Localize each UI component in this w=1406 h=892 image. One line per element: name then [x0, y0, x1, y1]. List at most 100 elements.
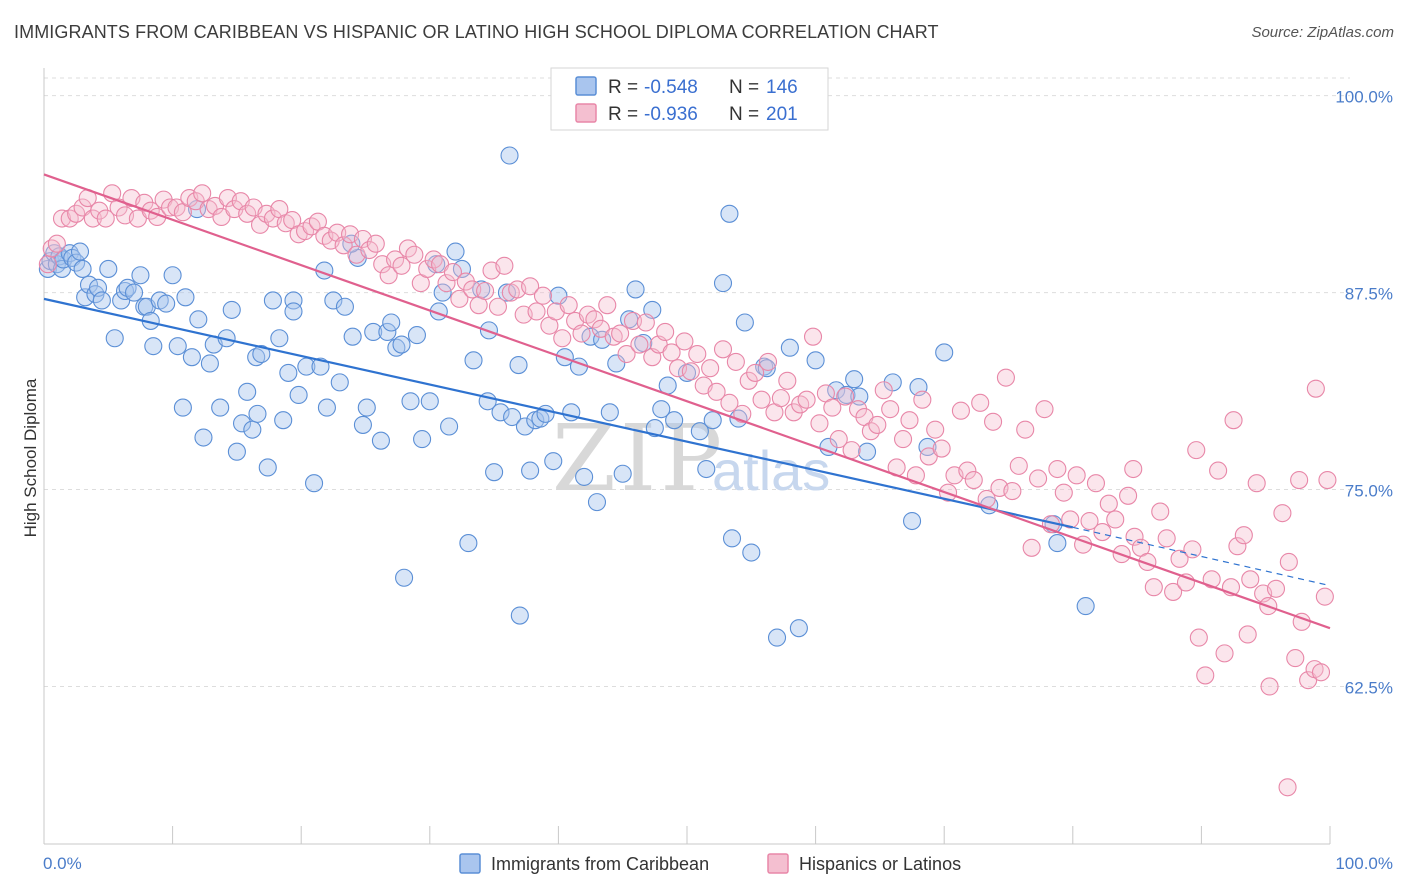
blue-point-60	[324, 291, 343, 310]
blue-point-129	[789, 619, 808, 638]
blue-point-146	[510, 606, 529, 625]
blue-point-120	[713, 274, 733, 293]
blue-point-52	[279, 363, 298, 382]
pink-point-97	[656, 322, 675, 342]
blue-point-117	[690, 422, 709, 441]
pink-point-119	[797, 390, 816, 409]
y-tick-label-2: 75.0%	[1345, 482, 1393, 501]
y-axis-label: High School Diploma	[21, 378, 40, 537]
blue-point-143	[1048, 534, 1067, 553]
blue-point-16	[92, 291, 111, 310]
pink-point-189	[1247, 474, 1266, 493]
trend-line-pink	[43, 173, 1331, 630]
pink-point-131	[874, 381, 893, 400]
legend-swatch-pink	[575, 103, 597, 123]
blue-point-68	[371, 431, 390, 450]
pink-point-2	[47, 234, 66, 253]
pink-point-105	[707, 382, 726, 401]
pink-point-124	[829, 430, 848, 449]
blue-point-147	[500, 146, 519, 165]
blue-point-39	[211, 398, 230, 417]
pink-point-10	[96, 209, 115, 228]
pink-point-177	[1170, 549, 1189, 568]
blue-point-134	[845, 370, 864, 389]
pink-point-184	[1215, 644, 1234, 663]
blue-point-48	[258, 458, 277, 477]
blue-point-11	[73, 259, 92, 278]
blue-point-36	[194, 428, 213, 447]
blue-point-69	[378, 322, 397, 342]
x-tick-label-left: 0.0%	[43, 854, 82, 873]
legend-r-label-pink: R =	[608, 104, 638, 125]
pink-point-200	[1318, 471, 1337, 490]
blue-point-67	[364, 322, 383, 342]
pink-point-155	[1029, 469, 1048, 488]
pink-point-86	[585, 310, 604, 329]
pink-point-199	[1311, 663, 1331, 682]
watermark: ZIP atlas	[552, 405, 830, 512]
blue-point-115	[665, 411, 684, 430]
blue-point-59	[317, 398, 336, 417]
pink-point-76	[521, 277, 540, 296]
blue-point-34	[182, 348, 201, 367]
blue-point-144	[1076, 597, 1095, 616]
pink-point-94	[636, 313, 655, 332]
trend-lines	[43, 173, 1331, 630]
pink-point-152	[1009, 456, 1028, 475]
blue-point-18	[105, 329, 124, 348]
blue-point-50	[270, 329, 289, 348]
pink-point-180	[1189, 628, 1208, 647]
blue-point-31	[168, 337, 187, 356]
blue-point-104	[587, 493, 607, 512]
blue-point-76	[413, 430, 432, 449]
pink-point-104	[701, 359, 720, 378]
pink-point-120	[803, 327, 823, 346]
legend-n-value-pink: 201	[766, 104, 798, 125]
blue-point-10	[70, 242, 90, 261]
y-tick-label-3: 62.5%	[1345, 678, 1393, 697]
pink-point-140	[932, 439, 951, 458]
pink-point-126	[842, 441, 861, 460]
pink-point-64	[443, 263, 462, 282]
pink-point-173	[1144, 578, 1163, 597]
pink-point-153	[1016, 420, 1035, 439]
pink-point-159	[1054, 483, 1073, 502]
pink-point-69	[476, 281, 495, 301]
pink-point-54	[379, 266, 398, 285]
axes	[43, 68, 1331, 845]
blue-point-93	[521, 461, 540, 480]
pink-point-78	[533, 286, 553, 305]
pink-point-158	[1048, 459, 1067, 479]
pink-point-113	[758, 352, 778, 371]
pink-point-52	[366, 234, 385, 253]
legend-swatch-blue	[575, 76, 597, 96]
pink-point-192	[1266, 579, 1286, 598]
pink-point-188	[1241, 570, 1260, 589]
pink-point-144	[958, 461, 977, 480]
blue-point-42	[227, 442, 246, 461]
source-label: Source: ZipAtlas.com	[1251, 24, 1394, 41]
x-tick-label-right: 100.0%	[1335, 854, 1393, 873]
blue-point-132	[827, 381, 846, 400]
blue-point-73	[395, 568, 414, 587]
pink-point-25	[193, 184, 212, 203]
pink-point-112	[752, 390, 771, 409]
pink-point-108	[726, 352, 745, 371]
blue-point-30	[163, 266, 182, 285]
pink-point-156	[1035, 400, 1054, 419]
blue-point-89	[497, 283, 517, 302]
blue-point-72	[392, 335, 411, 354]
blue-point-20	[115, 281, 135, 301]
pink-point-145	[964, 471, 983, 490]
pink-point-134	[893, 430, 913, 449]
pink-point-90	[611, 324, 630, 343]
blue-point-88	[491, 403, 510, 422]
y-tick-label-0: 100.0%	[1335, 88, 1393, 107]
blue-point-32	[173, 398, 192, 417]
y-tick-labels: 100.0% 87.5% 75.0% 62.5%	[1335, 88, 1393, 698]
legend-r-value-blue: -0.548	[644, 77, 698, 98]
blue-point-56	[305, 474, 324, 493]
legend-n-value-blue: 146	[766, 77, 798, 98]
pink-point-176	[1164, 582, 1183, 601]
blue-point-29	[157, 294, 176, 313]
